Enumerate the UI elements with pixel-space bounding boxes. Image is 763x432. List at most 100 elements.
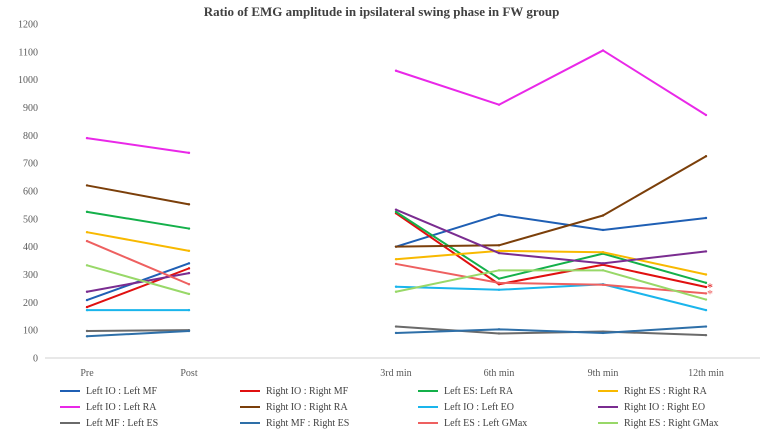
significance-asterisk: * <box>707 280 713 294</box>
data-point <box>704 298 708 301</box>
series-line <box>395 269 707 301</box>
series-line <box>395 325 707 337</box>
data-point <box>394 290 398 293</box>
legend-label: Right IO : Right EO <box>624 401 706 413</box>
data-point <box>601 283 605 286</box>
x-tick-label: 3rd min <box>380 368 411 379</box>
legend-label: Left MF : Left ES <box>86 417 159 429</box>
legend-item: Right ES : Right GMax <box>598 416 718 430</box>
series-left-io-left-ra <box>85 49 708 155</box>
y-tick-label: 1200 <box>18 20 38 31</box>
chart-legend: Left IO : Left MF Right IO : Right MF Left… <box>0 384 763 432</box>
data-point <box>394 325 398 328</box>
data-point <box>85 305 89 309</box>
series-right-es-right-ra <box>85 230 708 276</box>
data-point <box>85 298 89 302</box>
legend-item: Right MF : Right ES <box>240 416 349 430</box>
x-tick-label: 6th min <box>484 368 515 379</box>
legend-label: Left ES: Left RA <box>444 385 514 397</box>
data-point <box>704 308 708 312</box>
data-point <box>394 210 398 214</box>
data-point <box>85 329 89 333</box>
data-point <box>497 244 501 247</box>
series-line <box>395 325 707 334</box>
y-tick-label: 700 <box>23 159 38 170</box>
series-line <box>86 267 190 309</box>
legend-swatch <box>60 422 80 424</box>
series-line <box>395 155 707 248</box>
legend-label: Right MF : Right ES <box>266 417 350 429</box>
series-line <box>395 208 707 265</box>
legend-label: Left IO : Left MF <box>86 385 158 397</box>
series-line <box>86 264 190 295</box>
y-tick-label: 100 <box>23 326 38 337</box>
data-point <box>704 113 708 117</box>
data-point <box>497 269 501 272</box>
legend-swatch <box>598 390 618 392</box>
series-line <box>395 49 707 116</box>
legend-label: Right IO : Right RA <box>266 401 348 413</box>
series-line <box>86 240 190 286</box>
data-point <box>187 151 191 155</box>
legend-label: Right ES : Right GMax <box>624 417 719 429</box>
series-line <box>86 137 190 154</box>
data-point <box>601 262 605 265</box>
data-point <box>85 210 89 214</box>
legend-item: Right IO : Right EO <box>598 400 705 414</box>
legend-item: Right ES : Right RA <box>598 384 707 398</box>
data-point <box>704 281 708 285</box>
data-point <box>85 264 89 267</box>
data-point <box>394 69 398 72</box>
legend-swatch <box>240 406 260 408</box>
series-line <box>395 249 707 276</box>
x-tick-label: 12th min <box>688 368 724 379</box>
legend-item: Left IO : Left EO <box>418 400 514 414</box>
legend-label: Left ES : Left GMax <box>444 417 528 429</box>
y-tick-label: 500 <box>23 214 38 225</box>
legend-item: Left ES : Left GMax <box>418 416 527 430</box>
series-right-io-right-mf <box>85 212 708 309</box>
series-line <box>86 330 190 338</box>
series-line <box>86 184 190 206</box>
data-point <box>394 331 398 335</box>
legend-item: Left MF : Left ES <box>60 416 158 430</box>
series-right-mf-right-es <box>85 325 708 338</box>
data-point <box>187 203 191 206</box>
legend-swatch <box>418 422 438 424</box>
significance-asterisk: * <box>707 286 713 300</box>
data-point <box>704 273 708 276</box>
y-tick-label: 300 <box>23 270 38 281</box>
data-point <box>394 262 398 266</box>
data-point <box>187 227 191 230</box>
data-point <box>497 251 501 255</box>
x-tick-label: Pre <box>80 368 94 379</box>
series-line <box>395 283 707 312</box>
legend-swatch <box>60 406 80 408</box>
legend-item: Left IO : Left MF <box>60 384 157 398</box>
data-point <box>187 292 191 296</box>
y-tick-label: 1100 <box>18 47 38 58</box>
chart-title: Ratio of EMG amplitude in ipsilateral sw… <box>203 4 560 19</box>
data-point <box>704 250 708 253</box>
legend-swatch <box>240 422 260 424</box>
series-right-es-right-gmax <box>85 264 708 301</box>
data-point <box>497 213 501 216</box>
data-point <box>187 267 191 270</box>
legend-label: Right IO : Right MF <box>266 385 349 397</box>
data-point <box>187 329 191 333</box>
data-point <box>85 184 89 187</box>
legend-label: Left IO : Left EO <box>444 401 514 413</box>
legend-item: Left ES: Left RA <box>418 384 513 398</box>
y-tick-label: 400 <box>23 242 38 253</box>
data-point <box>601 228 605 232</box>
data-point <box>187 262 191 265</box>
data-point <box>394 245 398 248</box>
data-point <box>394 285 398 288</box>
legend-label: Right ES : Right RA <box>624 385 707 397</box>
data-point <box>601 331 605 335</box>
data-point <box>704 325 708 328</box>
data-point <box>85 230 89 234</box>
series-line <box>86 231 190 252</box>
data-point <box>187 249 191 253</box>
